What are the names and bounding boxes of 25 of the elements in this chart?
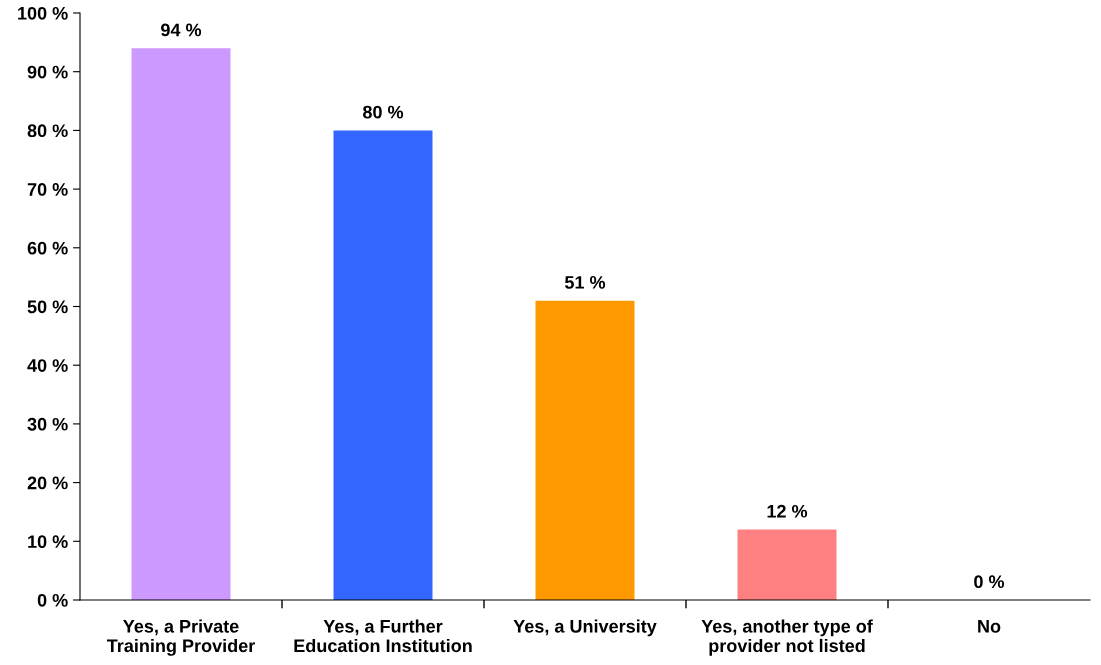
y-tick-label: 100 %: [18, 6, 68, 20]
bar: [535, 300, 635, 600]
y-tick-label: 0 %: [37, 593, 68, 607]
y-tick-label: 30 %: [27, 417, 68, 431]
x-tick-label: Yes, a Private Training Provider: [106, 619, 255, 656]
bar: [333, 130, 433, 600]
y-tick-label: 40 %: [27, 359, 68, 372]
x-tick-label: Yes, another type of provider not listed: [701, 619, 873, 656]
y-tick-label: 20 %: [27, 476, 68, 490]
y-tick-label: 90 %: [27, 65, 68, 79]
data-label: 80 %: [363, 105, 404, 119]
data-label: 94 %: [161, 23, 202, 37]
x-tick-label: Yes, a Further Education Institution: [294, 619, 472, 653]
data-label: 51 %: [564, 275, 606, 289]
x-tick-label: No: [978, 620, 1001, 633]
y-tick-label: 70 %: [27, 183, 68, 196]
y-tick-label: 80 %: [27, 124, 68, 138]
bar: [131, 48, 231, 600]
data-label: 12 %: [767, 504, 808, 518]
y-tick-label: 60 %: [27, 241, 68, 255]
x-tick-label: Yes, a University: [513, 619, 657, 637]
y-tick-label: 10 %: [28, 535, 68, 549]
y-tick-label: 50 %: [27, 300, 68, 314]
data-label: 0 %: [974, 575, 1005, 589]
bar: [737, 529, 837, 600]
